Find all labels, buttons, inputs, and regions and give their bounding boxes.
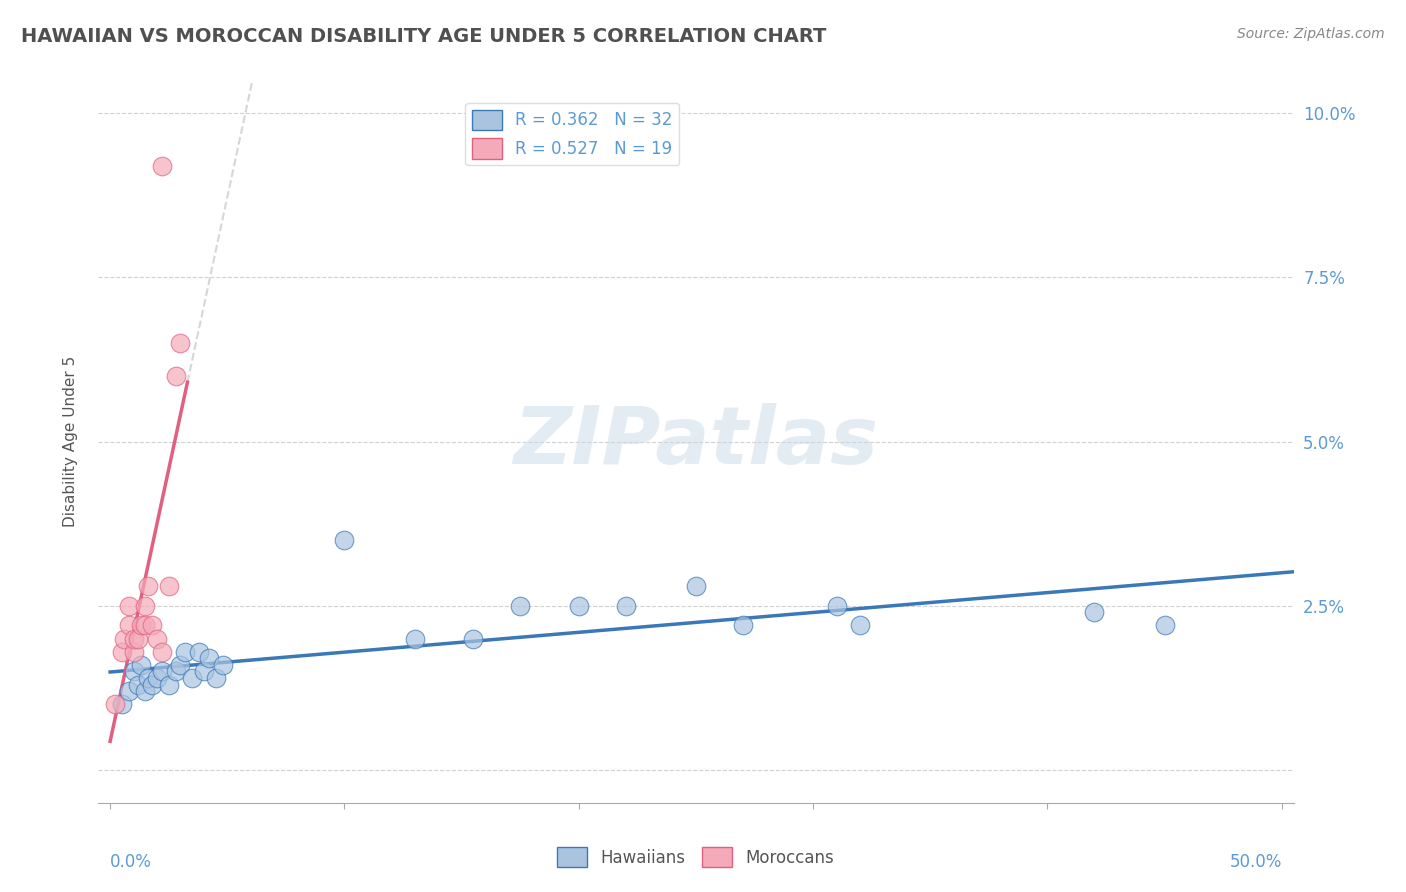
Point	[404, 632, 426, 646]
Point	[141, 618, 163, 632]
Point	[122, 645, 145, 659]
Point	[181, 671, 204, 685]
Point	[165, 368, 187, 383]
Point	[118, 684, 141, 698]
Point	[127, 632, 149, 646]
Text: Source: ZipAtlas.com: Source: ZipAtlas.com	[1237, 27, 1385, 41]
Point	[136, 671, 159, 685]
Point	[150, 645, 173, 659]
Point	[150, 159, 173, 173]
Legend: Hawaiians, Moroccans: Hawaiians, Moroccans	[551, 840, 841, 874]
Point	[197, 651, 219, 665]
Point	[111, 698, 134, 712]
Point	[134, 618, 156, 632]
Point	[169, 657, 191, 672]
Point	[849, 618, 872, 632]
Point	[211, 657, 233, 672]
Point	[157, 677, 180, 691]
Point	[568, 599, 591, 613]
Point	[118, 618, 141, 632]
Point	[129, 618, 152, 632]
Point	[193, 665, 215, 679]
Point	[157, 579, 180, 593]
Point	[1153, 618, 1175, 632]
Point	[1083, 605, 1105, 619]
Text: 50.0%: 50.0%	[1229, 854, 1282, 871]
Text: HAWAIIAN VS MOROCCAN DISABILITY AGE UNDER 5 CORRELATION CHART: HAWAIIAN VS MOROCCAN DISABILITY AGE UNDE…	[21, 27, 827, 45]
Point	[122, 632, 145, 646]
Point	[146, 671, 169, 685]
Point	[118, 599, 141, 613]
Point	[134, 599, 156, 613]
Point	[204, 671, 226, 685]
Point	[136, 579, 159, 593]
Text: 0.0%: 0.0%	[110, 854, 152, 871]
Point	[169, 336, 191, 351]
Point	[463, 632, 485, 646]
Point	[127, 677, 149, 691]
Y-axis label: Disability Age Under 5: Disability Age Under 5	[63, 356, 77, 527]
Point	[146, 632, 169, 646]
Point	[509, 599, 531, 613]
Point	[150, 665, 173, 679]
Point	[188, 645, 211, 659]
Point	[134, 684, 156, 698]
Text: ZIPatlas: ZIPatlas	[513, 402, 879, 481]
Point	[122, 665, 145, 679]
Point	[333, 533, 356, 547]
Point	[129, 657, 152, 672]
Point	[731, 618, 754, 632]
Point	[614, 599, 637, 613]
Point	[174, 645, 197, 659]
Point	[104, 698, 127, 712]
Point	[825, 599, 848, 613]
Point	[111, 645, 134, 659]
Point	[165, 665, 187, 679]
Point	[685, 579, 707, 593]
Point	[141, 677, 163, 691]
Point	[112, 632, 135, 646]
